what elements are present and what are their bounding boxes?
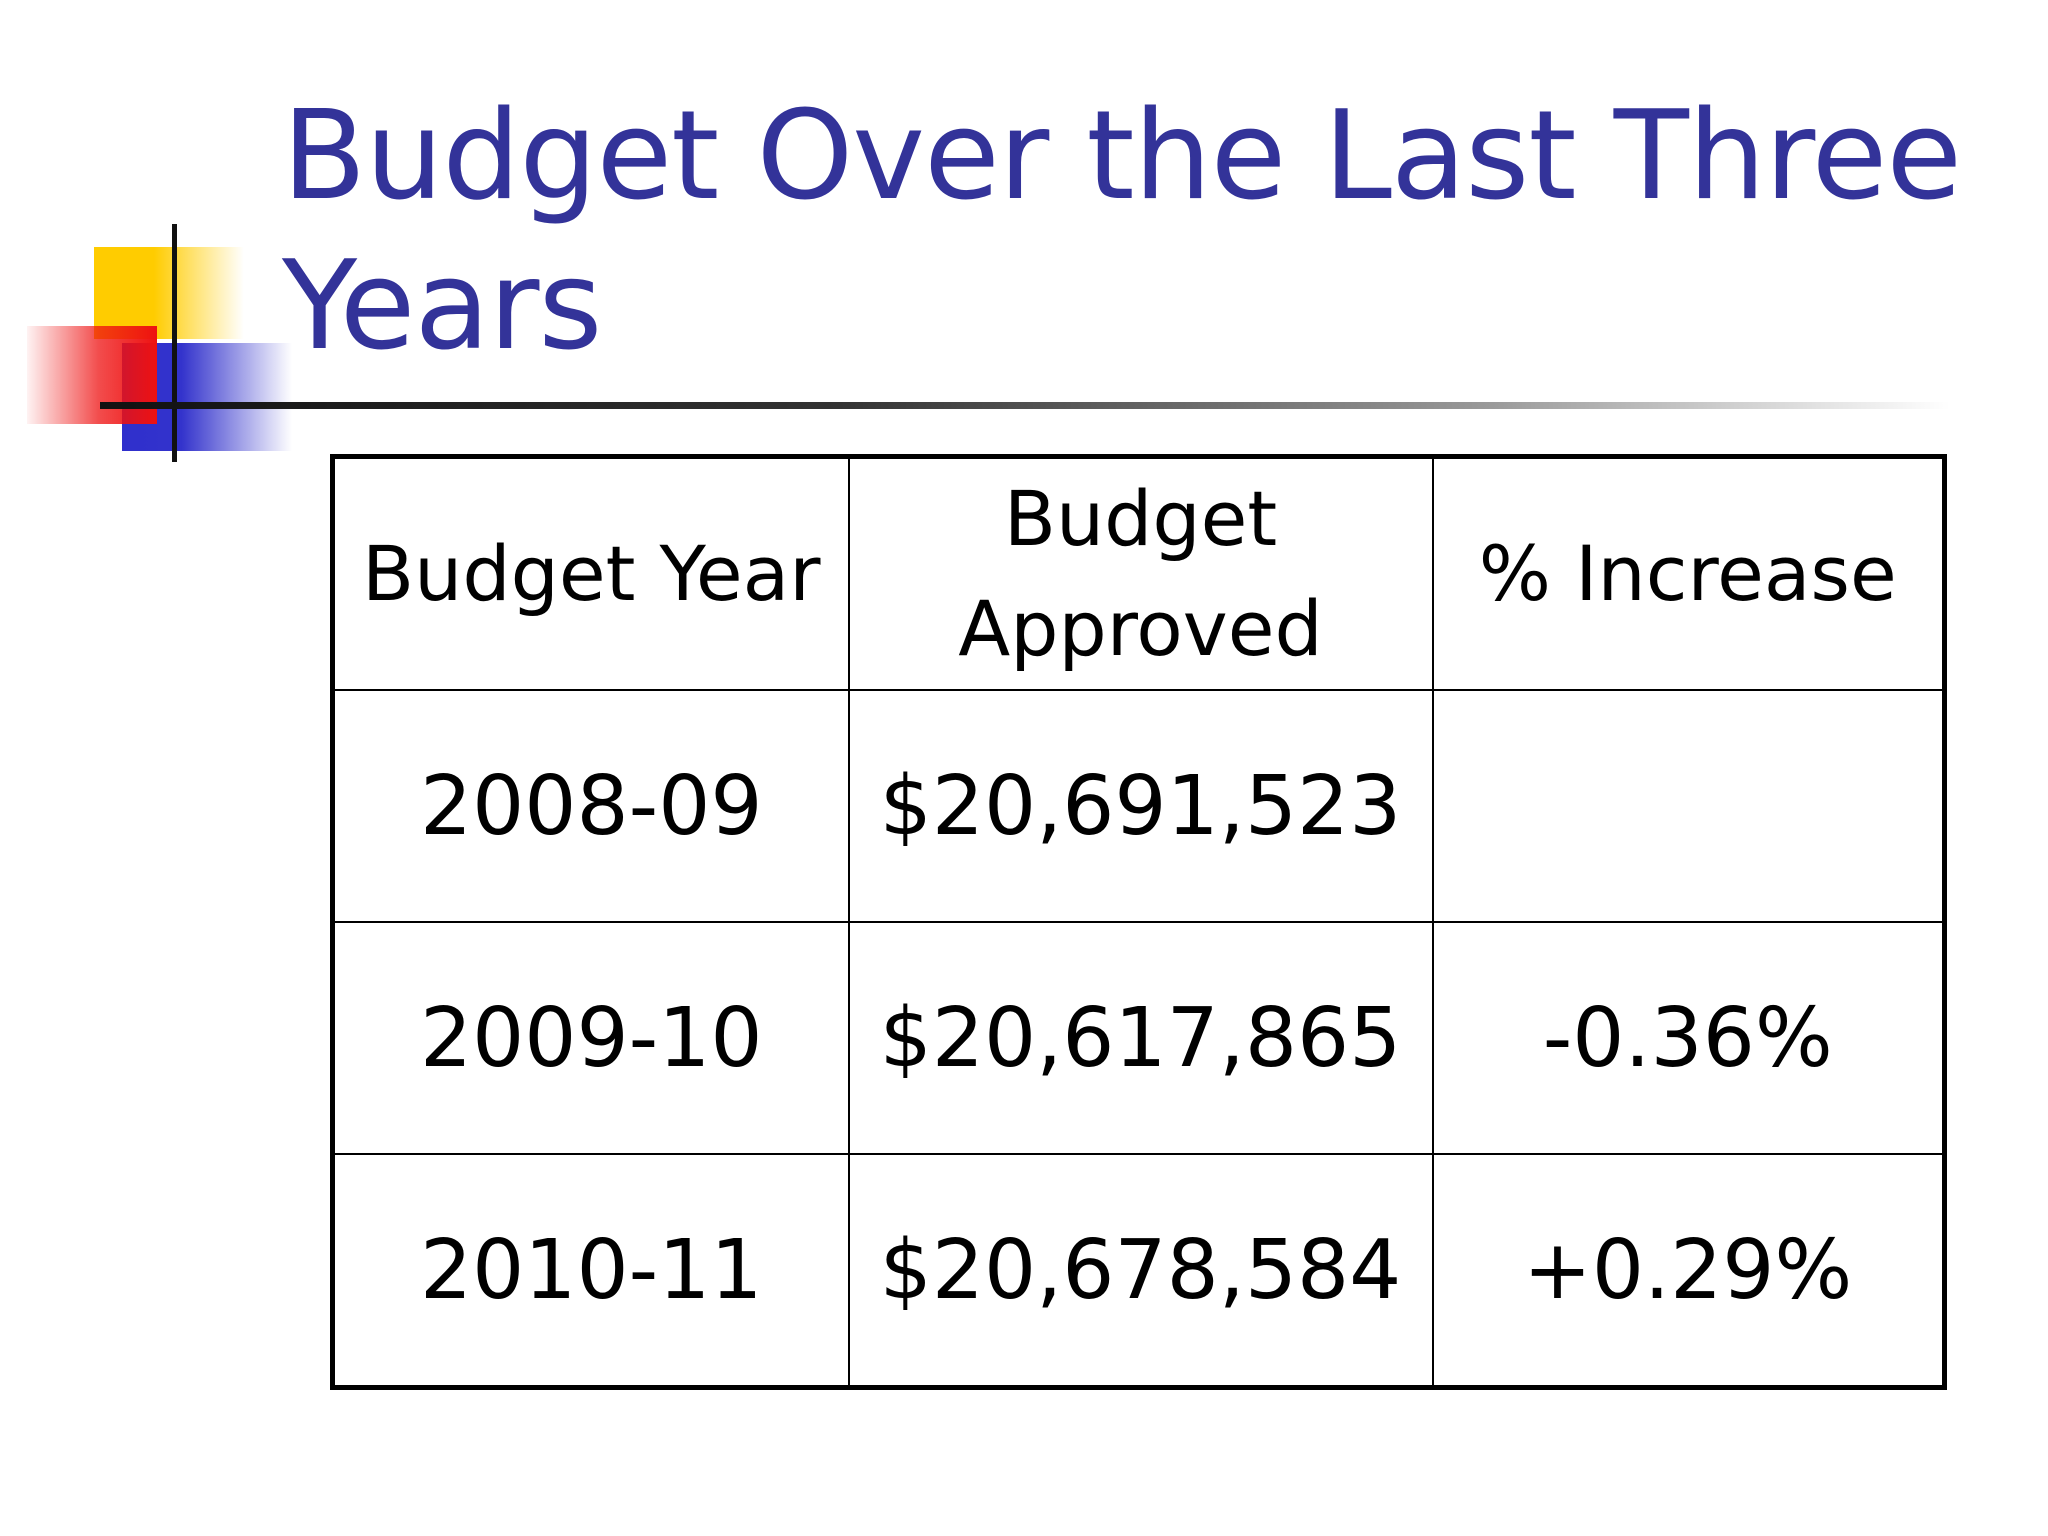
cell-approved: $20,617,865 bbox=[847, 921, 1434, 1155]
cell-approved: $20,678,584 bbox=[847, 1153, 1434, 1389]
table-row: 2008-09 $20,691,523 bbox=[331, 689, 1946, 923]
table-row: 2009-10 $20,617,865 -0.36% bbox=[331, 921, 1946, 1155]
header-budget-approved: Budget Approved bbox=[847, 455, 1434, 691]
table-header-row: Budget Year Budget Approved % Increase bbox=[331, 455, 1946, 691]
header-percent-increase: % Increase bbox=[1431, 455, 1946, 691]
cell-year: 2010-11 bbox=[331, 1153, 850, 1389]
title-underline-rule bbox=[100, 402, 1950, 409]
table-row: 2010-11 $20,678,584 +0.29% bbox=[331, 1153, 1946, 1389]
cell-increase: +0.29% bbox=[1431, 1153, 1946, 1389]
decorative-yellow-square bbox=[94, 247, 244, 339]
cell-year: 2009-10 bbox=[331, 921, 850, 1155]
cell-increase: -0.36% bbox=[1431, 921, 1946, 1155]
decorative-vertical-line bbox=[172, 224, 177, 462]
cell-approved: $20,691,523 bbox=[847, 689, 1434, 923]
cell-year: 2008-09 bbox=[331, 689, 850, 923]
header-budget-year: Budget Year bbox=[331, 455, 850, 691]
decorative-red-square bbox=[27, 326, 157, 424]
slide-title: Budget Over the Last Three Years bbox=[282, 85, 1962, 378]
cell-increase bbox=[1431, 689, 1946, 923]
budget-table: Budget Year Budget Approved % Increase 2… bbox=[330, 454, 1947, 1390]
